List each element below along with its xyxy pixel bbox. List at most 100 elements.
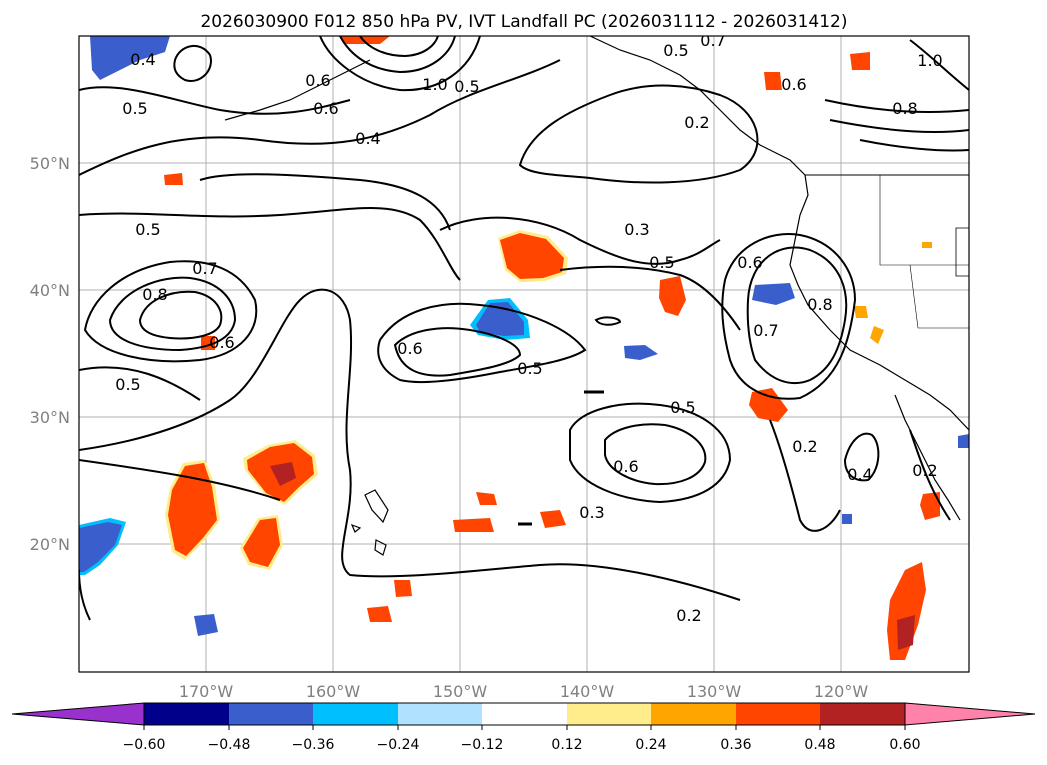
pv-contours xyxy=(79,36,969,621)
contour-line xyxy=(79,59,561,176)
contour-line xyxy=(79,366,201,401)
shade-firebrick xyxy=(270,462,296,486)
shade-royalblue xyxy=(79,522,122,572)
contour-line xyxy=(746,246,848,385)
coastlines xyxy=(224,36,969,556)
contour-line xyxy=(604,423,707,486)
contour-label: 0.6 xyxy=(737,253,762,272)
shade-orangered xyxy=(540,510,566,528)
contour-label: 0.3 xyxy=(579,503,604,522)
contour-line xyxy=(79,459,281,501)
colorbar-tick-label: 0.60 xyxy=(889,737,920,753)
contour-label: 0.2 xyxy=(912,461,937,480)
baja-california-coastline xyxy=(894,394,961,521)
contour-line xyxy=(518,84,759,184)
colorbar-tick-label: −0.60 xyxy=(123,737,166,753)
contour-label: 0.6 xyxy=(613,457,638,476)
contour-line xyxy=(909,429,951,521)
state-borders xyxy=(909,264,969,329)
contour-label: 0.4 xyxy=(355,129,380,148)
colorbar-segment xyxy=(144,703,229,725)
colorbar-segment xyxy=(398,703,482,725)
contour-label: 0.6 xyxy=(313,99,338,118)
colorbar-tick-label: −0.36 xyxy=(292,737,335,753)
colorbar-tick-label: 0.12 xyxy=(551,737,582,753)
contour-label: 0.3 xyxy=(624,220,649,239)
contour-label: 0.5 xyxy=(454,77,479,96)
shade-orangered xyxy=(394,580,412,597)
shade-orangered xyxy=(340,36,390,44)
contour-line xyxy=(173,45,212,82)
colorbar-segment xyxy=(567,703,651,725)
contour-label: 0.4 xyxy=(130,50,155,69)
shade-orangered xyxy=(920,492,940,520)
colorbar-tick-label: 0.36 xyxy=(720,737,751,753)
contour-line xyxy=(199,173,451,231)
shade-orange xyxy=(854,306,868,318)
contour-line xyxy=(859,139,969,152)
map-title: 2026030900 F012 850 hPa PV, IVT Landfall… xyxy=(200,12,847,32)
shade-orangered xyxy=(749,388,788,422)
contour-line xyxy=(594,316,622,326)
contour-line xyxy=(559,265,741,331)
contour-label: 0.6 xyxy=(397,339,422,358)
contour-line xyxy=(83,260,258,363)
north-america-coastline xyxy=(589,36,969,431)
lake-outline xyxy=(955,227,969,277)
alaska-peninsula-coastline xyxy=(224,59,371,121)
lon-label: 120°W xyxy=(814,682,869,701)
lon-label: 140°W xyxy=(560,682,615,701)
contour-label: 0.2 xyxy=(792,437,817,456)
shade-orange xyxy=(870,326,884,344)
contour-label: 0.5 xyxy=(115,375,140,394)
contour-label: 0.5 xyxy=(670,398,695,417)
shade-orangered xyxy=(500,233,564,279)
shade-orangered xyxy=(476,492,497,505)
shade-royalblue xyxy=(194,614,218,636)
shade-royalblue xyxy=(752,283,795,305)
colorbar-frame xyxy=(143,702,906,726)
shade-orangered xyxy=(764,72,782,90)
colorbar-tick-label: 0.48 xyxy=(804,737,835,753)
shade-orangered xyxy=(850,52,870,70)
contour-label: 1.0 xyxy=(422,75,447,94)
lon-label: 150°W xyxy=(433,682,488,701)
contour-line xyxy=(829,119,969,133)
contour-label: 0.4 xyxy=(847,465,872,484)
colorbar-segment xyxy=(313,703,398,725)
shade-firebrick xyxy=(897,615,915,650)
hawaii-island xyxy=(364,489,389,524)
contour-line xyxy=(319,36,481,92)
colorbar-tick-label: 0.24 xyxy=(635,737,666,753)
colorbar-tick-label: −0.24 xyxy=(377,737,420,753)
colorbar-segment xyxy=(229,703,313,725)
colorbar-segment xyxy=(736,703,820,725)
shade-orangered xyxy=(164,173,183,185)
lat-label: 50°N xyxy=(30,154,70,173)
lat-label: 20°N xyxy=(30,535,70,554)
contour-label: 0.7 xyxy=(753,321,778,340)
state-borders xyxy=(879,175,969,266)
contour-label: 0.8 xyxy=(807,295,832,314)
contour-line xyxy=(824,99,969,113)
colorbar-segment xyxy=(482,703,567,725)
contour-label: 0.7 xyxy=(192,259,217,278)
shade-royalblue xyxy=(958,434,969,448)
hawaii-island xyxy=(350,523,362,533)
contour-line xyxy=(79,288,741,601)
contour-label: 0.5 xyxy=(517,359,542,378)
contour-line xyxy=(138,290,223,340)
contour-label: 0.5 xyxy=(649,253,674,272)
lon-label: 170°W xyxy=(179,682,234,701)
lon-label: 130°W xyxy=(687,682,742,701)
contour-label: 0.7 xyxy=(700,31,725,50)
lon-label: 160°W xyxy=(306,682,361,701)
contour-line xyxy=(79,207,461,281)
positive-shading xyxy=(164,36,940,660)
hawaii-island xyxy=(374,539,387,556)
contour-line xyxy=(108,276,237,352)
contour-label: 0.8 xyxy=(892,99,917,118)
map-panel: 0.5 0.4 0.6 1.0 0.5 0.6 0.4 0.5 0.7 0.8 … xyxy=(78,31,970,673)
shade-royalblue xyxy=(90,36,170,80)
shade-orangered xyxy=(168,463,217,556)
